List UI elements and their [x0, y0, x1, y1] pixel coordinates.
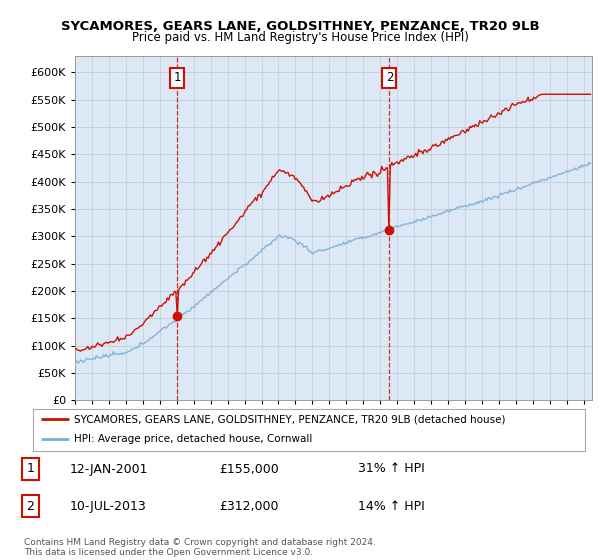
- Text: 1: 1: [26, 463, 34, 475]
- Text: SYCAMORES, GEARS LANE, GOLDSITHNEY, PENZANCE, TR20 9LB (detached house): SYCAMORES, GEARS LANE, GOLDSITHNEY, PENZ…: [74, 414, 506, 424]
- Text: HPI: Average price, detached house, Cornwall: HPI: Average price, detached house, Corn…: [74, 434, 313, 444]
- Text: 31% ↑ HPI: 31% ↑ HPI: [358, 463, 424, 475]
- Text: 2: 2: [386, 71, 393, 85]
- Text: 12-JAN-2001: 12-JAN-2001: [70, 463, 148, 475]
- Text: 1: 1: [173, 71, 181, 85]
- Text: Price paid vs. HM Land Registry's House Price Index (HPI): Price paid vs. HM Land Registry's House …: [131, 31, 469, 44]
- Text: 14% ↑ HPI: 14% ↑ HPI: [358, 500, 424, 512]
- Text: 10-JUL-2013: 10-JUL-2013: [70, 500, 146, 512]
- Text: Contains HM Land Registry data © Crown copyright and database right 2024.
This d: Contains HM Land Registry data © Crown c…: [24, 538, 376, 557]
- Text: 2: 2: [26, 500, 34, 512]
- Text: SYCAMORES, GEARS LANE, GOLDSITHNEY, PENZANCE, TR20 9LB: SYCAMORES, GEARS LANE, GOLDSITHNEY, PENZ…: [61, 20, 539, 32]
- Text: £155,000: £155,000: [220, 463, 279, 475]
- Text: £312,000: £312,000: [220, 500, 279, 512]
